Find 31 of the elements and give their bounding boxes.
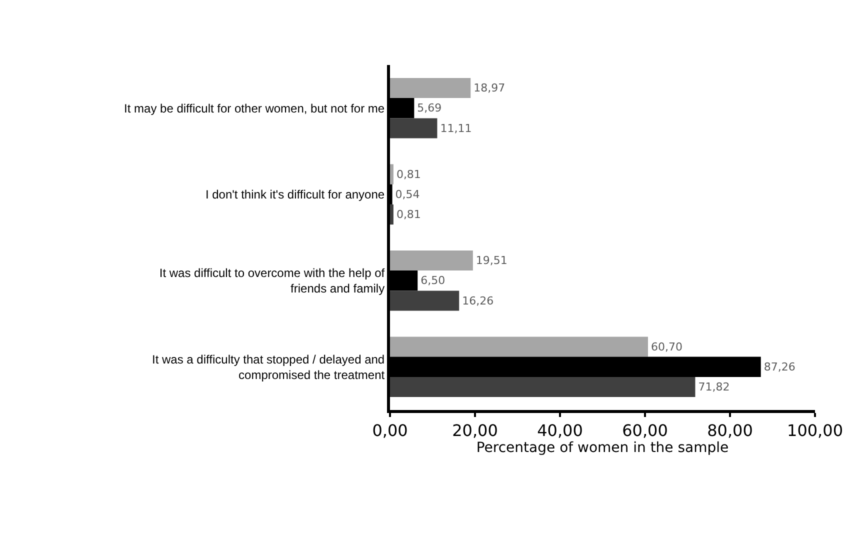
x-axis-title: Percentage of women in the sample (476, 440, 729, 456)
data-label: 0,54 (395, 188, 420, 201)
data-label: 16,26 (462, 294, 494, 308)
y-tick-label: It was difficult to overcome with the help of friends and family (159, 266, 386, 296)
data-label: 71,82 (698, 380, 730, 394)
bar (390, 336, 648, 357)
bar (390, 204, 394, 225)
x-tick-label: 100,00 (787, 421, 843, 440)
data-label: 6,50 (420, 274, 446, 288)
data-label: 87,26 (764, 360, 796, 374)
data-label: 18,97 (474, 82, 506, 94)
data-label: 11,11 (440, 122, 472, 135)
x-tick-label: 80,00 (707, 421, 753, 440)
data-label: 60,70 (650, 340, 682, 354)
y-tick-label: It was a difficulty that stopped / delayed and compromised the treatment (152, 352, 386, 382)
bar (390, 78, 471, 98)
bar (390, 164, 394, 184)
data-label: 0,81 (396, 168, 421, 181)
bar (390, 376, 696, 398)
data-label: 19,51 (476, 254, 508, 267)
y-tick-label: I don't think it's difficult for anyone (205, 188, 385, 202)
bar (390, 290, 460, 311)
bar (390, 250, 473, 271)
data-label: 0,81 (396, 208, 421, 221)
x-tick-label: 20,00 (452, 421, 498, 440)
x-tick-label: 0,00 (372, 421, 408, 440)
x-tick-label: 40,00 (537, 421, 583, 440)
y-tick-label: It may be difficult for other women, but not for me (124, 101, 385, 116)
bar (390, 118, 438, 138)
x-tick-label: 60,00 (622, 421, 668, 440)
data-label: 5,69 (417, 102, 442, 115)
